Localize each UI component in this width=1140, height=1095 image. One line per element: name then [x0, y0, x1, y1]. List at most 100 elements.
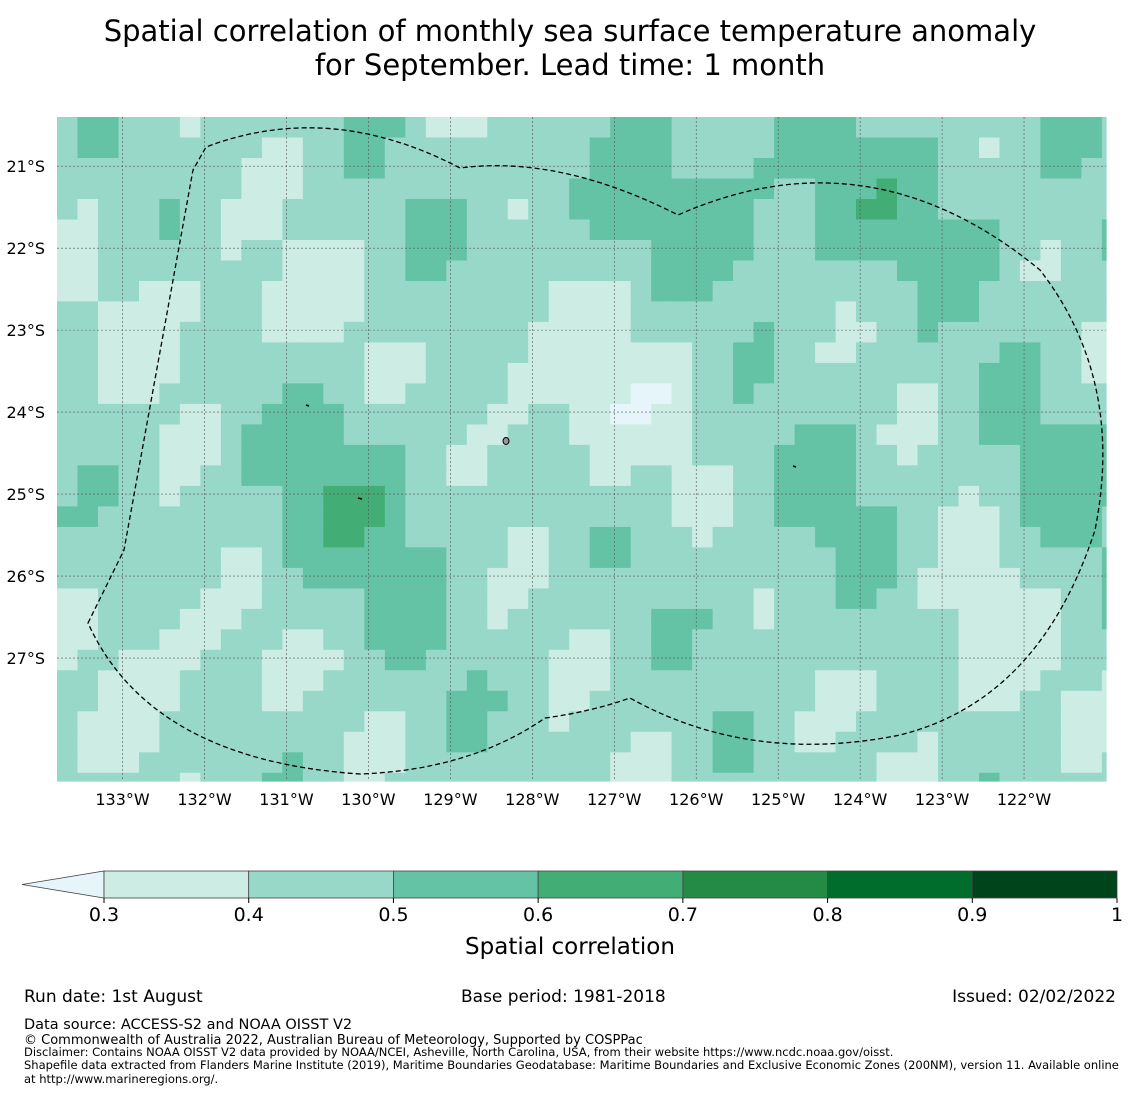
grid-cell — [1081, 137, 1103, 159]
grid-cell — [241, 178, 263, 200]
grid-cell — [610, 506, 632, 528]
grid-cell — [446, 383, 468, 405]
grid-cell — [220, 199, 242, 221]
grid-cell — [1019, 772, 1041, 782]
grid-cell — [1019, 485, 1041, 507]
grid-cell — [282, 608, 304, 630]
grid-cell — [405, 547, 427, 569]
grid-cell — [712, 199, 734, 221]
grid-cell — [77, 158, 99, 180]
grid-cell — [528, 403, 550, 425]
grid-cell — [507, 465, 529, 487]
grid-cell — [774, 752, 796, 774]
grid-cell — [1040, 444, 1062, 466]
grid-cell — [364, 649, 386, 671]
island-marker — [502, 437, 510, 445]
grid-cell — [118, 567, 140, 589]
grid-cell — [118, 526, 140, 548]
grid-cell — [200, 711, 222, 733]
grid-cell — [282, 301, 304, 323]
grid-cell — [712, 321, 734, 343]
grid-cell — [323, 444, 345, 466]
grid-cell — [979, 383, 1001, 405]
grid-cell — [446, 199, 468, 221]
grid-cell — [282, 403, 304, 425]
grid-cell — [651, 342, 673, 364]
grid-cell — [589, 178, 611, 200]
grid-cell — [856, 383, 878, 405]
grid-cell — [630, 506, 652, 528]
grid-cell — [610, 403, 632, 425]
grid-cell — [425, 547, 447, 569]
grid-cell — [610, 465, 632, 487]
grid-cell — [57, 199, 79, 221]
grid-cell — [77, 465, 99, 487]
grid-cell — [323, 690, 345, 712]
grid-cell — [794, 629, 816, 651]
grid-cell — [528, 117, 550, 139]
grid-cell — [159, 219, 181, 241]
grid-cell — [487, 670, 509, 692]
grid-cell — [712, 772, 734, 782]
grid-cell — [77, 281, 99, 303]
grid-cell — [692, 588, 714, 610]
grid-cell — [692, 506, 714, 528]
grid-cell — [917, 219, 939, 241]
grid-cell — [241, 485, 263, 507]
grid-cell — [405, 567, 427, 589]
grid-cell — [384, 240, 406, 262]
grid-cell — [1040, 301, 1062, 323]
grid-cell — [692, 608, 714, 630]
grid-cell — [1019, 240, 1041, 262]
island-marker — [305, 404, 310, 407]
grid-cell — [384, 260, 406, 282]
grid-cell — [917, 547, 939, 569]
grid-cell — [220, 444, 242, 466]
grid-cell — [77, 444, 99, 466]
grid-cell — [774, 485, 796, 507]
grid-cell — [774, 321, 796, 343]
grid-cell — [364, 547, 386, 569]
grid-cell — [774, 526, 796, 548]
grid-cell — [630, 403, 652, 425]
grid-cell — [1060, 711, 1082, 733]
grid-cell — [548, 506, 570, 528]
grid-cell — [1019, 321, 1041, 343]
grid-cell — [1060, 608, 1082, 630]
grid-cell — [302, 219, 324, 241]
grid-cell — [487, 526, 509, 548]
grid-cell — [487, 301, 509, 323]
grid-cell — [733, 567, 755, 589]
grid-cell — [139, 158, 161, 180]
grid-cell — [979, 281, 1001, 303]
grid-cell — [610, 731, 632, 753]
grid-cell — [548, 403, 570, 425]
grid-cell — [856, 690, 878, 712]
grid-cell — [876, 403, 898, 425]
grid-cell — [1060, 301, 1082, 323]
colorbar-label: Spatial correlation — [465, 934, 675, 960]
grid-cell — [1101, 301, 1107, 323]
grid-cell — [651, 629, 673, 651]
grid-cell — [897, 465, 919, 487]
grid-cell — [200, 362, 222, 384]
grid-cell — [179, 342, 201, 364]
grid-cell — [323, 219, 345, 241]
grid-cell — [569, 383, 591, 405]
grid-cell — [1019, 403, 1041, 425]
grid-cell — [384, 608, 406, 630]
grid-cell — [507, 199, 529, 221]
grid-cell — [1060, 137, 1082, 159]
grid-cell — [261, 588, 283, 610]
grid-cell — [241, 629, 263, 651]
grid-cell — [364, 567, 386, 589]
grid-cell — [98, 158, 120, 180]
grid-cell — [712, 690, 734, 712]
grid-cell — [589, 649, 611, 671]
grid-cell — [958, 424, 980, 446]
grid-cell — [897, 281, 919, 303]
grid-cell — [671, 178, 693, 200]
grid-cell — [384, 670, 406, 692]
grid-cell — [774, 731, 796, 753]
grid-cell — [897, 178, 919, 200]
